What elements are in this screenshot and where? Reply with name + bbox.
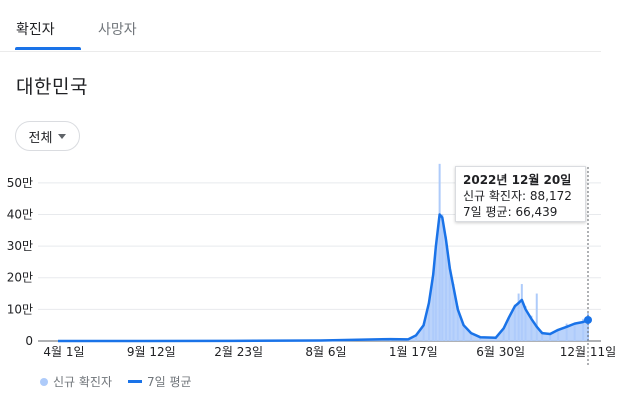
tooltip-new-cases-label: 신규 확진자 [463,189,523,203]
legend-bars-swatch [40,377,48,386]
legend-line-label: 7일 평균 [147,375,192,389]
tab-confirmed[interactable]: 확진자 [16,22,55,38]
legend-line-swatch [128,380,143,383]
x-tick-label: 8월 6일 [305,345,346,359]
y-tick-label: 40만 [7,207,33,221]
y-tick-label: 50만 [7,176,33,190]
x-tick-label: 9월 12일 [127,345,176,359]
y-tick-label: 30만 [7,239,33,253]
tooltip-avg: 7일 평균: 66,439 [463,205,558,219]
x-tick-label: 4월 1일 [43,345,84,359]
x-tick-label: 1월 17일 [389,345,438,359]
series-line [58,213,589,343]
bar [535,293,538,341]
chart-legend: 신규 확진자 7일 평균 [40,373,192,390]
cases-chart: 0 10만 20만 30만 40만 50만 4월 1일 9월 12일 2월 23일 8월 6일 1… [7,163,616,367]
y-tick-label: 10만 [7,302,33,316]
series-area [58,214,588,341]
chart-tooltip: 2022년 12월 20일 신규 확진자: 88,172 7일 평균: 66,4… [455,166,586,222]
tab-deaths[interactable]: 사망자 [98,22,137,38]
active-tab-indicator [15,47,81,50]
tab-bar: 확진자 사망자 [0,0,601,52]
tooltip-date: 2022년 12월 20일 [463,173,572,187]
y-tick-label: 0 [25,334,33,348]
range-filter-label: 전체 [28,130,53,146]
range-filter-dropdown[interactable]: 전체 [15,121,80,151]
legend-bars-label: 신규 확진자 [53,375,113,389]
caret-down-icon [58,133,67,139]
tooltip-new-cases: 신규 확진자: 88,172 [463,189,572,203]
x-tick-label: 2월 23일 [214,345,263,359]
hover-point [584,315,592,324]
tooltip-new-cases-value: 88,172 [529,189,572,203]
tooltip-avg-value: 66,439 [515,205,558,219]
tooltip-avg-label: 7일 평균 [463,205,508,219]
y-tick-label: 20만 [7,271,33,285]
x-tick-label: 6월 30일 [476,345,525,359]
region-title: 대한민국 [16,76,88,98]
x-tick-label: 12월 11일 [560,345,616,359]
